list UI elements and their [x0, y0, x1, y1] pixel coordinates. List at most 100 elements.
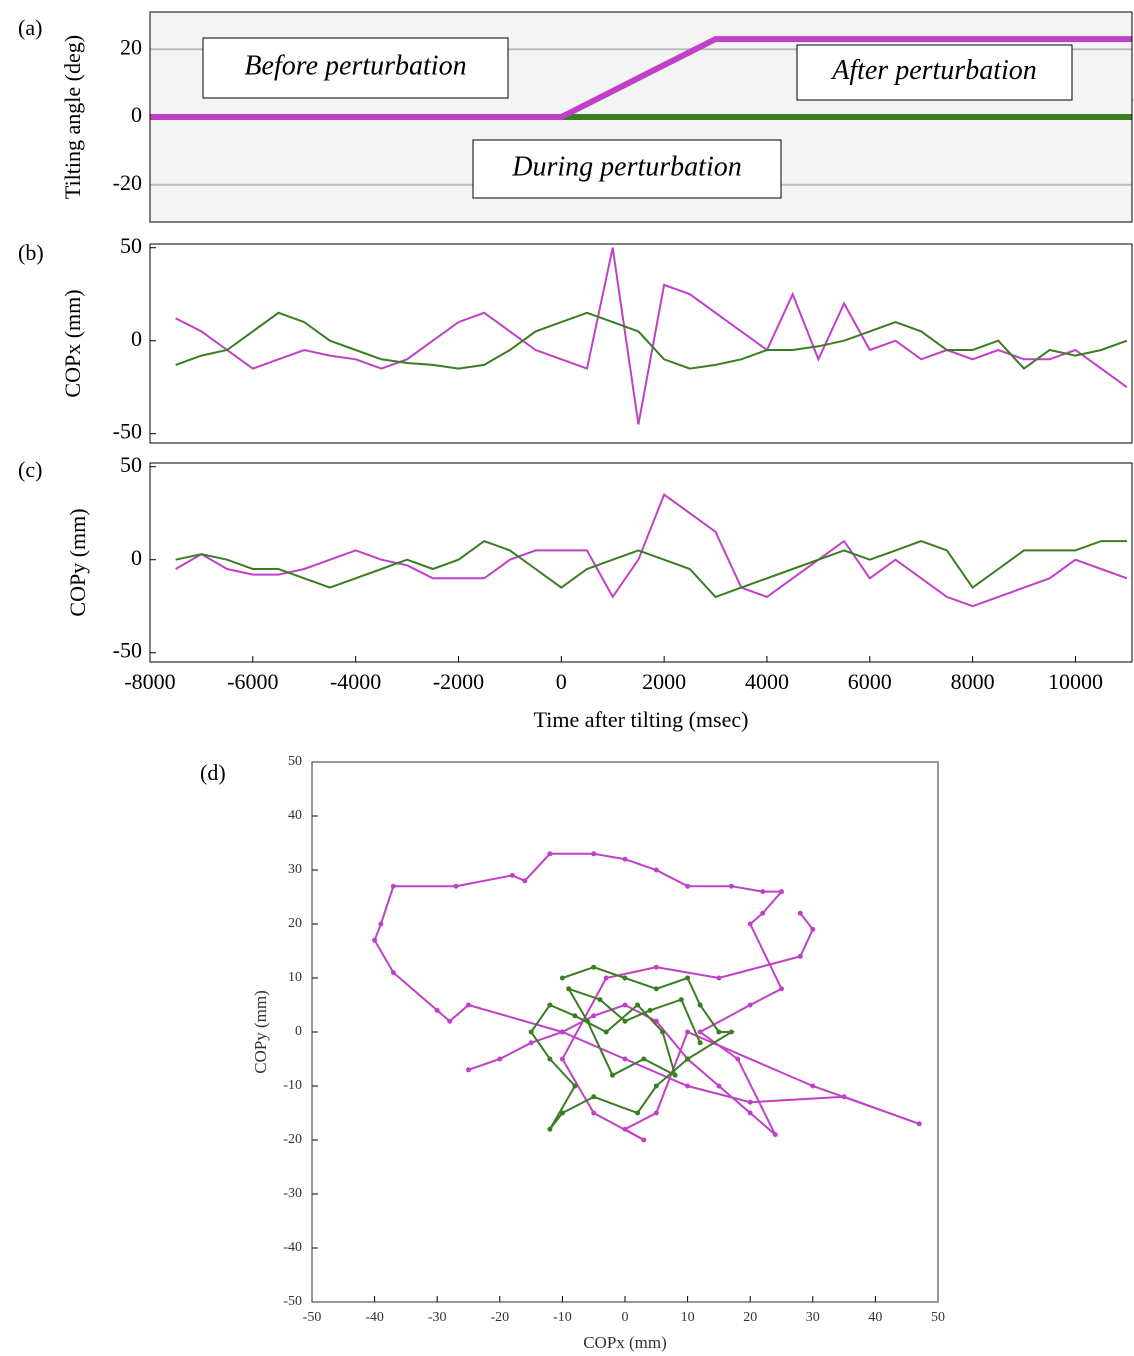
point	[603, 1029, 609, 1035]
point	[728, 1029, 734, 1035]
point	[466, 1002, 471, 1008]
x-axis-label: COPx (mm)	[583, 1333, 667, 1352]
series-line	[150, 36, 1132, 120]
y-tick-label: 20	[288, 916, 302, 931]
x-tick-label: 30	[806, 1310, 820, 1325]
point	[547, 851, 553, 857]
point	[591, 1013, 597, 1019]
panel-label: (a)	[18, 15, 42, 40]
point	[716, 1083, 722, 1089]
y-tick-label: 0	[295, 1024, 302, 1039]
point	[591, 964, 597, 970]
point	[653, 1083, 659, 1089]
annotation-box	[202, 37, 509, 99]
y-axis-label: COPy (mm)	[251, 990, 270, 1074]
point	[622, 1056, 628, 1062]
point	[591, 1094, 597, 1100]
point	[635, 1110, 641, 1116]
x-tick-label: -2000	[433, 669, 484, 694]
y-tick-label: 0	[131, 102, 142, 127]
y-tick-label: 40	[288, 808, 302, 823]
point	[547, 1126, 553, 1132]
point	[697, 1040, 703, 1046]
point	[641, 1056, 647, 1062]
point	[434, 1007, 440, 1013]
point	[559, 1056, 565, 1062]
point	[622, 1002, 628, 1008]
point	[622, 975, 628, 981]
plot-frame	[311, 761, 939, 1303]
point	[653, 867, 659, 873]
y-axis-label: COPy (mm)	[65, 508, 90, 616]
x-tick-label: 2000	[642, 669, 686, 694]
y-tick-label: 0	[131, 545, 142, 570]
point	[603, 975, 609, 981]
x-tick-label: -50	[303, 1310, 322, 1325]
point	[597, 997, 603, 1003]
point	[572, 1083, 578, 1089]
y-tick-label: -30	[283, 1186, 302, 1201]
x-tick-label: 10	[681, 1310, 695, 1325]
point	[609, 1072, 615, 1078]
point	[760, 889, 766, 895]
series-line	[175, 493, 1128, 608]
panel-label: (b)	[18, 240, 44, 265]
panel-label: (c)	[18, 457, 42, 482]
point	[509, 872, 515, 878]
y-tick-label: 50	[120, 233, 142, 258]
x-tick-label: 4000	[745, 669, 789, 694]
y-tick-label: 10	[288, 970, 302, 985]
point	[559, 1110, 565, 1116]
x-tick-label: 40	[868, 1310, 882, 1325]
point	[635, 1002, 641, 1008]
x-tick-label: -4000	[330, 669, 381, 694]
x-tick-label: 6000	[848, 669, 892, 694]
annotation: Before perturbation	[244, 50, 466, 81]
point	[916, 1121, 922, 1127]
series-line	[175, 311, 1128, 370]
point	[584, 1018, 590, 1024]
plot-frame	[149, 462, 1133, 663]
point	[622, 1126, 628, 1132]
point	[685, 1056, 691, 1062]
point	[622, 1018, 628, 1024]
y-axis-label: Tilting angle (deg)	[60, 35, 85, 199]
y-tick-label: 20	[120, 34, 142, 59]
point	[747, 1002, 753, 1008]
point	[390, 883, 396, 889]
point	[685, 1083, 691, 1089]
point	[528, 1040, 534, 1046]
point	[559, 1029, 565, 1035]
point	[447, 1018, 453, 1024]
point	[747, 921, 753, 927]
point	[641, 1137, 647, 1143]
x-tick-label: 0	[622, 1310, 629, 1325]
point	[559, 975, 565, 981]
x-tick-label: 20	[743, 1310, 757, 1325]
point	[779, 889, 784, 895]
x-axis-label: Time after tilting (msec)	[534, 707, 749, 732]
point	[660, 1029, 666, 1035]
point	[678, 997, 684, 1003]
y-tick-label: 0	[131, 326, 142, 351]
x-tick-label: 0	[556, 669, 567, 694]
point	[716, 1029, 722, 1035]
point	[672, 1072, 678, 1078]
point	[772, 1132, 778, 1138]
y-tick-label: -10	[283, 1078, 302, 1093]
series-line	[175, 539, 1127, 599]
x-tick-label: -10	[553, 1310, 572, 1325]
point	[378, 921, 384, 927]
point	[747, 1099, 753, 1105]
x-tick-label: -6000	[227, 669, 278, 694]
point	[547, 1056, 553, 1062]
point	[841, 1094, 847, 1100]
point	[622, 856, 628, 862]
y-tick-label: 50	[120, 452, 142, 477]
point	[810, 926, 816, 932]
y-tick-label: -20	[283, 1132, 302, 1147]
point	[747, 1110, 753, 1116]
point	[591, 851, 597, 857]
